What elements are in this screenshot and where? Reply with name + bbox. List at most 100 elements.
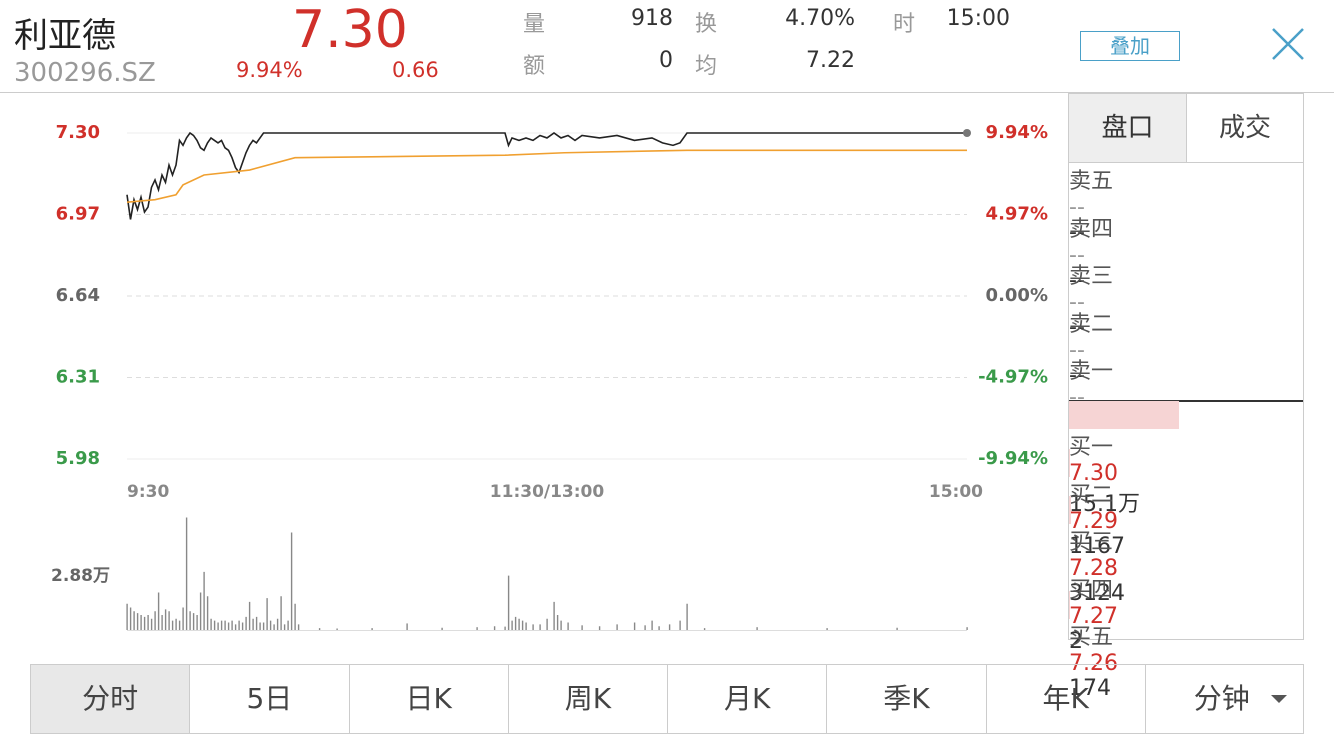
volume-bar xyxy=(668,624,671,630)
stat-label: 换 xyxy=(695,12,718,37)
y2-tick-label: 9.94% xyxy=(986,122,1048,143)
ask-label: 卖四 xyxy=(1069,216,1114,242)
change: 0.66 xyxy=(392,58,439,82)
volume-bar xyxy=(171,620,174,630)
volume-bar xyxy=(220,620,223,630)
volume-bar xyxy=(553,601,555,630)
volume-bar xyxy=(441,627,443,630)
volume-bar xyxy=(168,611,170,630)
bid-price: 7.29 xyxy=(1069,508,1118,534)
period-tab[interactable]: 5日 xyxy=(189,665,348,733)
volume-bar xyxy=(318,628,321,630)
volume-bar xyxy=(203,571,205,630)
volume-bar xyxy=(147,615,149,630)
y2-tick-label: 0.00% xyxy=(986,285,1048,306)
y2-tick-label: -9.94% xyxy=(978,448,1048,469)
period-tab[interactable]: 日K xyxy=(348,665,508,733)
volume-bar xyxy=(136,613,139,630)
volume-bar xyxy=(224,620,226,630)
stat-value: 7.22 xyxy=(806,48,855,73)
bid-volume: 174 xyxy=(1069,676,1111,701)
ask-price: -- xyxy=(1069,195,1085,220)
period-tab[interactable]: 周K xyxy=(507,665,667,733)
stat-label: 额 xyxy=(523,54,546,79)
bid-row: 买一 7.30 15.1万 xyxy=(1069,401,1303,517)
stat-value: 0 xyxy=(659,48,673,73)
bid-price: 7.26 xyxy=(1069,651,1118,676)
overlay-button[interactable]: 叠加 xyxy=(1080,31,1180,61)
y-tick-label: 6.64 xyxy=(56,285,100,306)
volume-bar xyxy=(297,624,300,630)
volume-bar xyxy=(262,622,265,630)
chart: 7.30 6.97 6.64 6.31 5.98 9.94% 4.97% 0.00% -4.97… xyxy=(51,122,1048,631)
period-tab[interactable]: 季K xyxy=(826,665,985,733)
volume-bar xyxy=(616,624,618,630)
volume-bar xyxy=(371,628,373,630)
volume-bar xyxy=(133,611,135,630)
y-tick-label: 5.98 xyxy=(56,448,100,469)
close-icon[interactable] xyxy=(1270,26,1306,62)
volume-bar xyxy=(234,624,237,630)
volume-bar xyxy=(546,618,548,630)
volume-bar xyxy=(507,575,510,630)
ask-label: 卖三 xyxy=(1069,264,1114,289)
volume-bar xyxy=(476,627,478,630)
volume-bar xyxy=(248,601,251,630)
y2-tick-label: 4.97% xyxy=(986,204,1048,225)
bid-price: 7.30 xyxy=(1069,461,1118,486)
bid-label: 买二 xyxy=(1069,482,1114,508)
volume-bar xyxy=(493,626,496,630)
stat-label: 均 xyxy=(695,54,718,79)
depth-bar xyxy=(1069,496,1072,524)
ask-row: 卖二 -- -- xyxy=(1069,306,1303,388)
stat-value: 918 xyxy=(631,6,673,31)
divider xyxy=(1069,400,1303,402)
dropdown-arrow xyxy=(1270,695,1287,703)
tab[interactable]: 成交 xyxy=(1187,94,1303,163)
period-tabs: 分时 5日 日K 周K 月K 季K 年K 分钟 xyxy=(30,664,1304,734)
volume-bar xyxy=(406,623,408,630)
volume-bar xyxy=(126,603,128,630)
bid-row: 买四 7.27 2 xyxy=(1069,544,1303,654)
period-tab[interactable]: 分时 xyxy=(30,665,190,733)
depth-bar xyxy=(1069,401,1179,429)
ask-label: 卖二 xyxy=(1069,311,1114,337)
tab-active[interactable]: 盘口 xyxy=(1069,94,1187,163)
volume-bar xyxy=(129,607,132,630)
volume-bar xyxy=(255,616,258,630)
y-tick-label: 6.97 xyxy=(56,204,100,225)
volume-bar xyxy=(756,627,758,630)
volume-bar xyxy=(164,609,167,630)
stat-value: 15:00 xyxy=(946,6,1010,31)
volume-bar xyxy=(269,620,272,630)
y-tick-label: 7.30 xyxy=(56,122,100,143)
volume-bar xyxy=(525,622,527,630)
bid-row: 买三 7.28 3124 xyxy=(1069,496,1303,606)
period-tab[interactable]: 分钟 xyxy=(1144,665,1303,733)
ask-volume: -- xyxy=(1069,362,1085,388)
volume-bar xyxy=(703,628,706,630)
stat-label: 时 xyxy=(893,12,916,37)
period-tab[interactable]: 年K xyxy=(985,665,1145,733)
price-line xyxy=(126,131,967,220)
volume-bar xyxy=(581,625,583,630)
bid-label: 买三 xyxy=(1069,530,1114,555)
volume-bar xyxy=(210,618,212,630)
volume-bar xyxy=(217,622,219,630)
volume-bar xyxy=(567,622,569,630)
bid-volume: 1167 xyxy=(1069,533,1125,559)
volume-bar xyxy=(266,598,268,630)
header: 利亚德 300296.SZ 7.30 9.94% 0.66 量 918 额 0 换 4.7… xyxy=(0,0,1334,93)
period-tab[interactable]: 月K xyxy=(667,665,826,733)
volume-bar xyxy=(560,620,562,630)
ask-volume: -- xyxy=(1069,315,1085,340)
stat-value: 4.70% xyxy=(785,6,855,31)
ask-row: 卖四 -- -- xyxy=(1069,211,1303,293)
volume-bar xyxy=(633,622,636,630)
volume-bar xyxy=(157,592,160,630)
volume-bar xyxy=(283,624,286,630)
y-tick-label: 6.31 xyxy=(56,367,100,388)
volume-bar xyxy=(150,618,153,630)
volume-bar xyxy=(185,517,188,630)
